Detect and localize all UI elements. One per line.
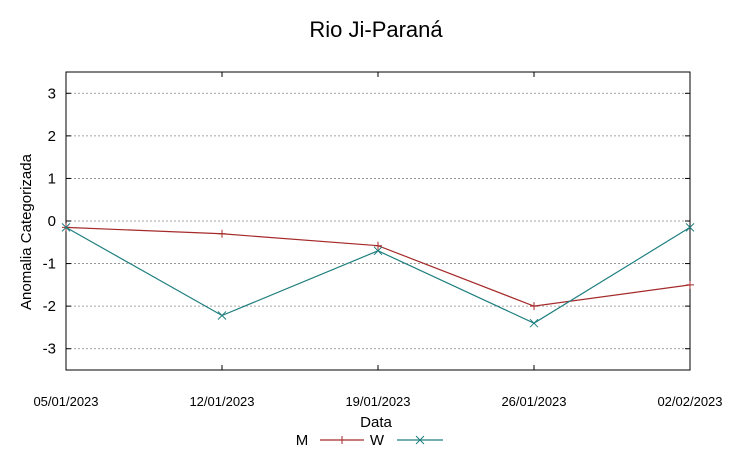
data-point-plus: [374, 241, 382, 250]
data-point-plus: [686, 280, 694, 289]
data-point-plus: [530, 302, 538, 311]
chart-title: Rio Ji-Paraná: [309, 17, 443, 42]
series-line-m: [65, 226, 691, 307]
x-axis-label: Data: [360, 414, 392, 431]
y-axis-label: Anomalia Categorizada: [18, 153, 35, 310]
y-tick-label: 3: [48, 85, 56, 102]
legend-label-m: M: [296, 432, 309, 449]
data-point-plus: [338, 436, 346, 444]
y-tick-label: -3: [43, 341, 56, 358]
x-tick-label: 19/01/2023: [345, 394, 410, 409]
legend-label-w: W: [370, 432, 385, 449]
y-tick-label: -1: [43, 256, 56, 273]
data-point-cross: [529, 318, 539, 328]
data-point-plus: [218, 229, 226, 238]
data-point-cross: [373, 246, 383, 256]
data-point-cross: [685, 223, 695, 232]
gridlines: [66, 92, 690, 350]
x-tick-label: 26/01/2023: [501, 394, 566, 409]
y-tick-label: 2: [48, 128, 56, 145]
series-lines: [61, 223, 695, 328]
y-tick-label: -2: [43, 298, 56, 315]
x-tick-label: 02/02/2023: [657, 394, 722, 409]
data-point-cross: [415, 435, 425, 445]
y-tick-label: 1: [48, 170, 56, 187]
x-tick-label: 12/01/2023: [189, 394, 254, 409]
axis-ticks: 3 2 1 0 -1 -2 -3 05/01/2023 12/01/2023 19/01/2023…: [33, 72, 723, 409]
data-point-cross: [217, 311, 227, 320]
y-tick-label: 0: [48, 213, 56, 230]
data-point-cross: [61, 223, 71, 232]
x-tick-label: 05/01/2023: [33, 394, 98, 409]
